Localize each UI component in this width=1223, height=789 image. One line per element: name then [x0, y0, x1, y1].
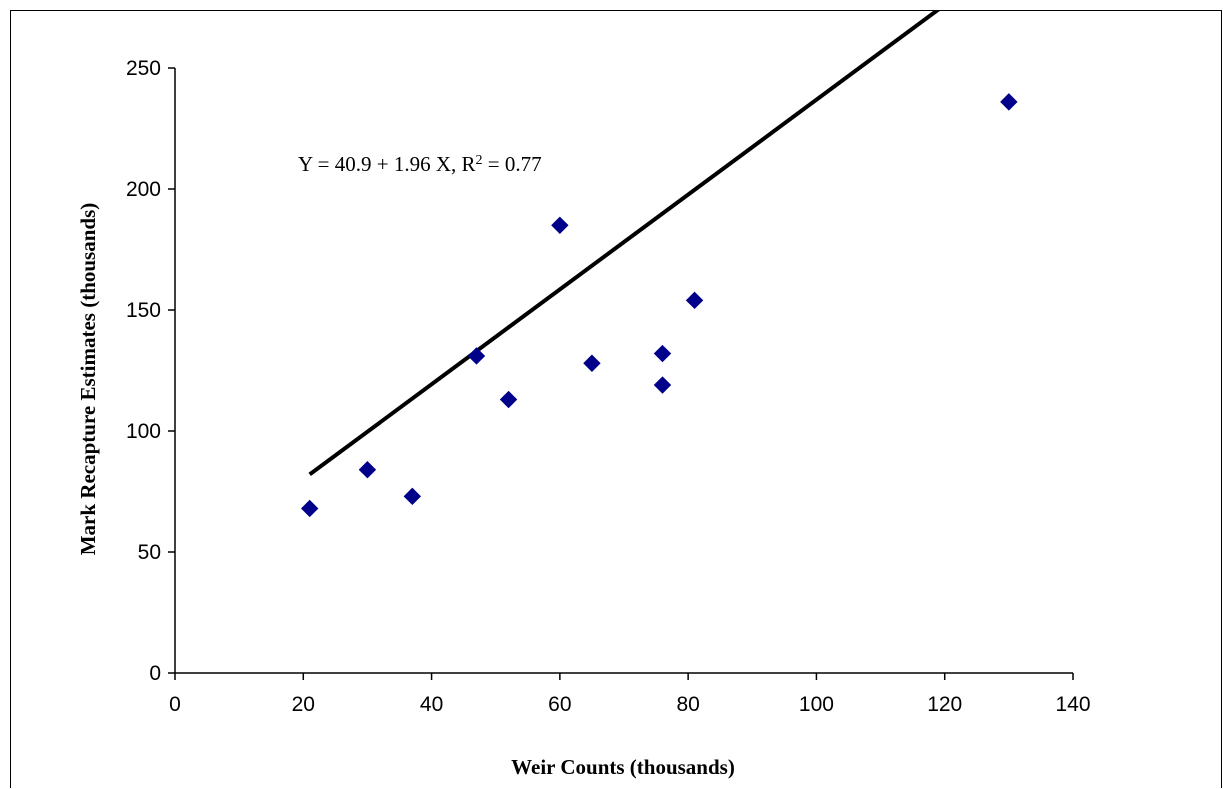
data-point	[403, 487, 422, 506]
x-tick-label: 60	[548, 693, 571, 716]
data-point	[1000, 93, 1018, 111]
x-tick-label: 0	[169, 693, 181, 716]
x-tick-label: 100	[799, 693, 834, 716]
r2-superscript: 2	[476, 153, 483, 168]
x-tick-label: 80	[676, 693, 699, 716]
scatter-chart: 0 20 40 60 80 100 120 140 0 50 100 150 200 250 Y = 40…	[76, 11, 1091, 779]
y-tick-label: 0	[149, 662, 161, 685]
r2-value: = 0.77	[483, 152, 542, 176]
y-axis-title: Mark Recapture Estimates (thousands)	[76, 203, 100, 556]
regression-equation: Y = 40.9 + 1.96 X, R2 = 0.77	[298, 152, 542, 176]
y-tick-label: 200	[126, 178, 161, 201]
data-points	[300, 93, 1018, 518]
y-tick-label: 150	[126, 299, 161, 322]
ticks: 0 20 40 60 80 100 120 140 0 50 100 150 200 250	[126, 57, 1091, 716]
data-point	[358, 461, 377, 479]
equation-main: Y = 40.9 + 1.96 X, R	[298, 152, 476, 176]
data-point	[499, 390, 518, 409]
x-tick-label: 140	[1055, 693, 1090, 716]
y-tick-label: 100	[126, 420, 161, 443]
regression-line	[308, 11, 940, 477]
axes	[174, 68, 1073, 674]
data-point	[685, 291, 704, 310]
data-point	[653, 344, 672, 363]
data-point	[467, 347, 486, 365]
y-tick-label: 250	[126, 57, 161, 80]
data-point	[300, 499, 319, 518]
data-point	[583, 354, 601, 372]
y-tick-label: 50	[138, 541, 161, 564]
regression-line-group	[308, 11, 940, 477]
data-point	[653, 376, 672, 394]
x-tick-label: 120	[927, 693, 962, 716]
x-axis-title: Weir Counts (thousands)	[511, 755, 735, 779]
x-tick-label: 40	[420, 693, 443, 716]
x-tick-label: 20	[292, 693, 315, 716]
chart-frame: 0 20 40 60 80 100 120 140 0 50 100 150 200 250 Y = 40…	[10, 10, 1222, 788]
data-point	[551, 216, 569, 235]
